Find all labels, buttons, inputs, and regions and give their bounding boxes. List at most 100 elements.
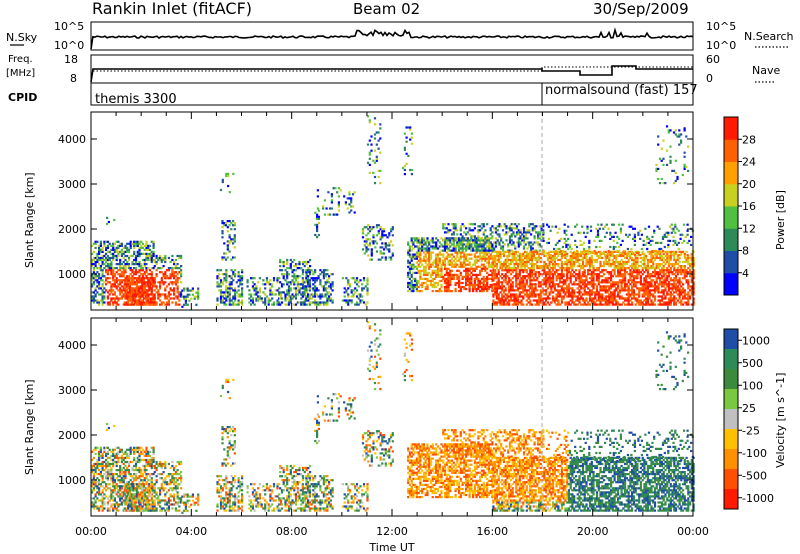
echo-cell	[414, 279, 417, 283]
echo-cell	[155, 273, 158, 276]
echo-cell	[664, 287, 667, 290]
echo-cell	[355, 295, 359, 298]
echo-cell	[601, 275, 604, 278]
echo-cell	[221, 295, 224, 298]
echo-cell	[636, 275, 639, 278]
echo-cell	[257, 291, 260, 294]
echo-cell	[130, 283, 133, 286]
echo-cell	[373, 149, 377, 152]
echo-cell	[608, 263, 611, 266]
echo-cell	[365, 226, 368, 229]
echo-cell	[419, 259, 422, 262]
echo-cell	[499, 291, 502, 294]
echo-cell	[178, 271, 181, 274]
echo-cell	[120, 242, 123, 245]
echo-cell	[624, 297, 627, 300]
echo-cell	[527, 260, 530, 264]
echo-cell	[520, 303, 523, 306]
echo-cell	[357, 285, 360, 288]
echo-cell	[230, 222, 233, 225]
echo-cell	[480, 257, 483, 260]
echo-cell	[127, 267, 131, 270]
echo-cell	[650, 265, 653, 268]
echo-cell	[319, 269, 322, 272]
echo-cell	[645, 287, 648, 290]
echo-cell	[560, 273, 563, 276]
echo-cell	[445, 237, 448, 240]
echo-cell	[361, 283, 364, 286]
echo-cell	[169, 287, 172, 290]
echo-cell	[492, 295, 495, 298]
echo-cell	[235, 291, 238, 294]
echo-cell	[317, 275, 320, 278]
echo-cell	[669, 267, 672, 270]
echo-cell	[447, 229, 450, 232]
echo-cell	[99, 250, 102, 253]
echo-cell	[113, 285, 116, 288]
echo-cell	[294, 277, 298, 280]
echo-cell	[466, 269, 469, 272]
echo-cell	[343, 299, 346, 302]
echo-cell	[468, 269, 471, 272]
echo-cell	[479, 241, 482, 244]
echo-cell	[456, 259, 459, 262]
echo-cell	[552, 265, 555, 268]
echo-cell	[176, 289, 179, 292]
echo-cell	[428, 241, 431, 244]
echo-cell	[497, 293, 500, 296]
echo-cell	[383, 242, 386, 245]
echo-cell	[438, 257, 441, 260]
echo-cell	[680, 285, 683, 288]
echo-cell	[112, 275, 115, 278]
echo-cell	[415, 281, 418, 285]
echo-cell	[506, 254, 509, 258]
echo-cell	[134, 242, 138, 245]
echo-cell	[440, 271, 443, 274]
echo-cell	[650, 279, 653, 282]
echo-cell	[435, 245, 438, 248]
echo-cell	[518, 254, 521, 258]
echo-cell	[468, 279, 471, 283]
echo-cell	[101, 289, 104, 292]
echo-cell	[438, 273, 441, 276]
echo-cell	[518, 291, 521, 294]
echo-cell	[673, 267, 676, 270]
echo-cell	[447, 277, 450, 280]
echo-cell	[578, 283, 581, 286]
echo-cell	[113, 283, 116, 286]
echo-cell	[466, 283, 469, 287]
echo-cell	[493, 227, 496, 230]
echo-cell	[106, 291, 109, 294]
echo-cell	[495, 287, 498, 290]
echo-cell	[410, 279, 413, 283]
echo-cell	[166, 269, 169, 272]
echo-cell	[123, 279, 126, 282]
echo-cell	[566, 275, 569, 278]
echo-cell	[303, 301, 306, 304]
echo-cell	[140, 240, 143, 243]
echo-cell	[477, 281, 480, 285]
echo-cell	[447, 263, 450, 266]
echo-cell	[641, 283, 644, 286]
echo-cell	[473, 245, 476, 248]
echo-cell	[618, 297, 621, 300]
echo-cell	[431, 241, 434, 244]
echo-cell	[139, 287, 142, 290]
echo-cell	[648, 275, 651, 278]
echo-cell	[620, 287, 623, 290]
echo-cell	[473, 279, 476, 283]
echo-cell	[641, 267, 644, 270]
echo-cell	[143, 244, 146, 247]
echo-cell	[459, 287, 462, 291]
echo-cell	[566, 287, 569, 290]
echo-cell	[531, 267, 534, 270]
echo-cell	[331, 283, 334, 286]
echo-cell	[91, 260, 94, 264]
echo-cell	[571, 293, 574, 296]
echo-cell	[562, 263, 565, 266]
echo-cell	[190, 297, 193, 300]
echo-cell	[555, 271, 558, 274]
echo-cell	[548, 271, 551, 274]
echo-cell	[580, 297, 583, 300]
echo-cell	[454, 290, 457, 293]
